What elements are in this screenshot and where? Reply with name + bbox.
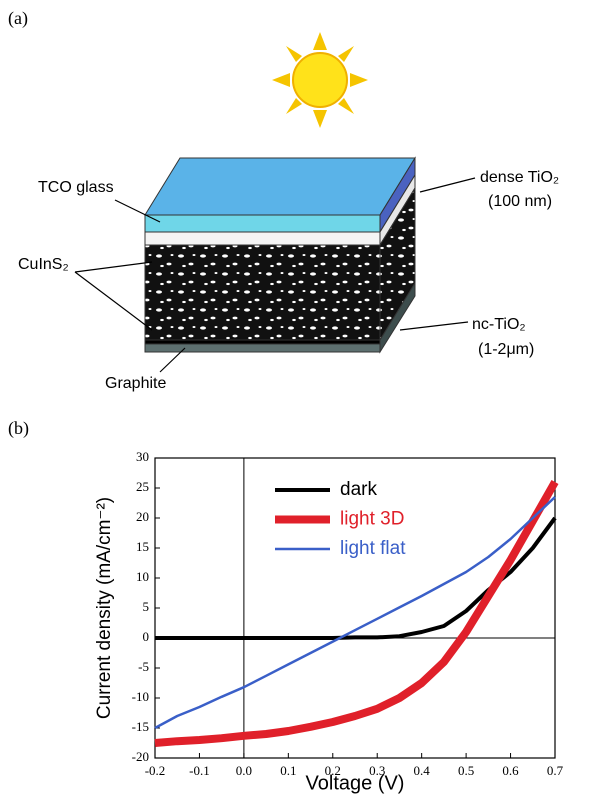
- x-tick-label: -0.2: [145, 763, 166, 778]
- x-tick-label: 0.0: [236, 763, 252, 778]
- chart: -0.2 -0.1 0.0 0.1 0.2 0.3 0.4 0.5 0.6 0.7 -20 -15 -1…: [94, 449, 564, 794]
- y-axis-label: Current density (mA/cm⁻²): [94, 497, 115, 719]
- diagram-label: (1-2μm): [478, 341, 534, 358]
- y-tick-label: 0: [143, 629, 150, 644]
- x-tick-label: 0.2: [325, 763, 341, 778]
- y-tick-label: 20: [136, 509, 149, 524]
- x-tick-label: 0.7: [547, 763, 564, 778]
- legend-label: light 3D: [340, 509, 404, 530]
- sun: [272, 32, 368, 128]
- diagram-label: CuInS₂: [18, 256, 69, 273]
- y-tick-label: 10: [136, 569, 149, 584]
- diagram-label: nc-TiO₂: [472, 316, 526, 333]
- y-tick-label: 30: [136, 449, 149, 464]
- y-tick-label: 25: [136, 479, 149, 494]
- x-tick-label: 0.3: [369, 763, 385, 778]
- series-line: [154, 496, 556, 730]
- x-tick-label: 0.1: [280, 763, 296, 778]
- y-tick-label: -15: [132, 719, 149, 734]
- diagram-label: Graphite: [105, 375, 166, 392]
- panel-label: (a): [8, 8, 28, 29]
- x-tick-label: -0.1: [189, 763, 210, 778]
- series-line: [154, 480, 559, 747]
- x-axis-label: Voltage (V): [306, 772, 405, 794]
- x-tick-label: 0.6: [502, 763, 519, 778]
- x-tick-label: 0.5: [458, 763, 474, 778]
- y-tick-label: -20: [132, 749, 149, 764]
- panel-label: (b): [8, 418, 29, 439]
- device: [144, 156, 416, 354]
- x-tick-label: 0.4: [414, 763, 431, 778]
- y-tick-label: 5: [143, 599, 150, 614]
- legend-label: light flat: [340, 538, 406, 559]
- y-tick-label: 15: [136, 539, 149, 554]
- diagram-label: dense TiO₂: [480, 169, 559, 186]
- pointer-lines: [74, 177, 476, 373]
- y-tick-label: -10: [132, 689, 149, 704]
- diagram-label: TCO glass: [38, 179, 114, 196]
- y-tick-label: -5: [138, 659, 149, 674]
- diagram-label: (100 nm): [488, 193, 552, 210]
- legend-label: dark: [340, 479, 377, 500]
